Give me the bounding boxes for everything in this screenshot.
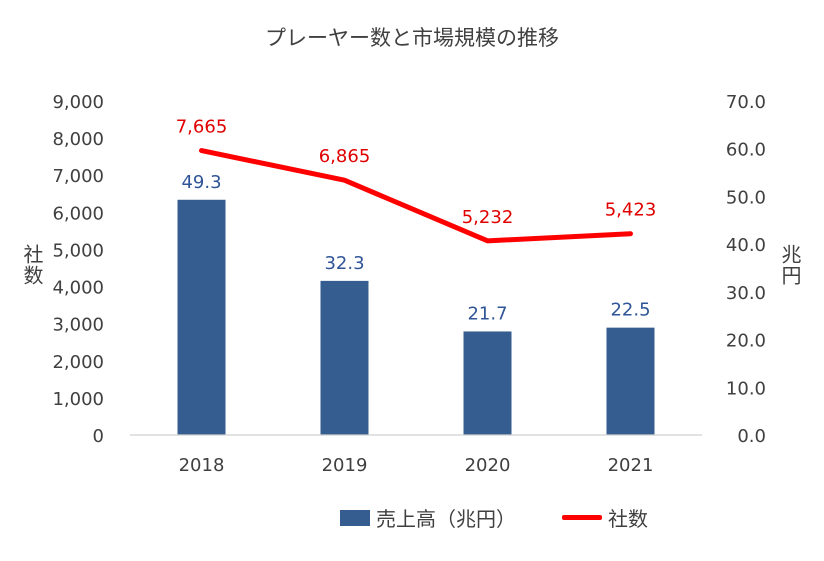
y-left-tick-label: 6,000 [52,203,104,224]
y-left-tick-label: 3,000 [52,315,104,336]
legend-item-line: 社数 [562,503,648,532]
line-series-path [199,148,633,244]
y-left-tick-label: 8,000 [52,129,104,150]
bar-series [177,199,655,435]
bar-data-label: 49.3 [181,172,221,193]
y-right-tick-label: 70.0 [726,92,766,113]
legend-bar-swatch [340,509,370,526]
y-left-tick-labels: 0 1,000 2,000 3,000 4,000 5,000 6,000 7,000 8,00… [52,92,104,447]
y-left-tick-label: 0 [93,426,104,447]
bar [606,327,655,435]
y-right-axis-title: 兆円 [778,244,802,286]
line-data-labels: 7,665 6,865 5,232 5,423 [176,117,657,228]
x-tick-label: 2019 [322,455,368,476]
line-data-label: 7,665 [176,117,228,138]
x-tick-label: 2020 [465,455,511,476]
line-data-label: 5,232 [462,207,514,228]
y-right-tick-label: 50.0 [726,187,766,208]
y-right-tick-label: 30.0 [726,283,766,304]
y-left-tick-label: 1,000 [52,389,104,410]
bar [320,280,369,435]
x-tick-label: 2021 [608,455,654,476]
y-left-tick-label: 4,000 [52,278,104,299]
y-right-tick-label: 10.0 [726,378,766,399]
y-right-tick-label: 40.0 [726,235,766,256]
line-series [199,148,633,244]
y-left-tick-label: 5,000 [52,240,104,261]
legend-item-bar: 売上高（兆円） [340,503,516,532]
x-tick-labels: 2018 2019 2020 2021 [179,455,654,476]
bar-data-label: 22.5 [610,300,650,321]
chart-title: プレーヤー数と市場規模の推移 [265,26,559,50]
legend-line-label: 社数 [608,507,648,531]
y-left-axis-title: 社数 [20,244,44,286]
bar-data-labels: 49.3 32.3 21.7 22.5 [181,172,650,325]
line-data-label: 6,865 [319,146,371,167]
x-tick-label: 2018 [179,455,225,476]
y-left-tick-label: 7,000 [52,166,104,187]
bar [463,331,512,435]
legend-bar-label: 売上高（兆円） [376,507,516,531]
y-right-tick-label: 0.0 [737,426,766,447]
y-left-tick-label: 2,000 [52,352,104,373]
y-right-tick-label: 20.0 [726,331,766,352]
y-right-tick-labels: 0.0 10.0 20.0 30.0 40.0 50.0 60.0 70.0 [726,92,766,447]
y-right-tick-label: 60.0 [726,140,766,161]
bar [177,199,226,435]
bar-data-label: 21.7 [467,303,507,324]
bar-data-label: 32.3 [324,253,364,274]
legend-line-swatch [562,515,602,520]
line-data-label: 5,423 [605,200,657,221]
y-left-tick-label: 9,000 [52,92,104,113]
